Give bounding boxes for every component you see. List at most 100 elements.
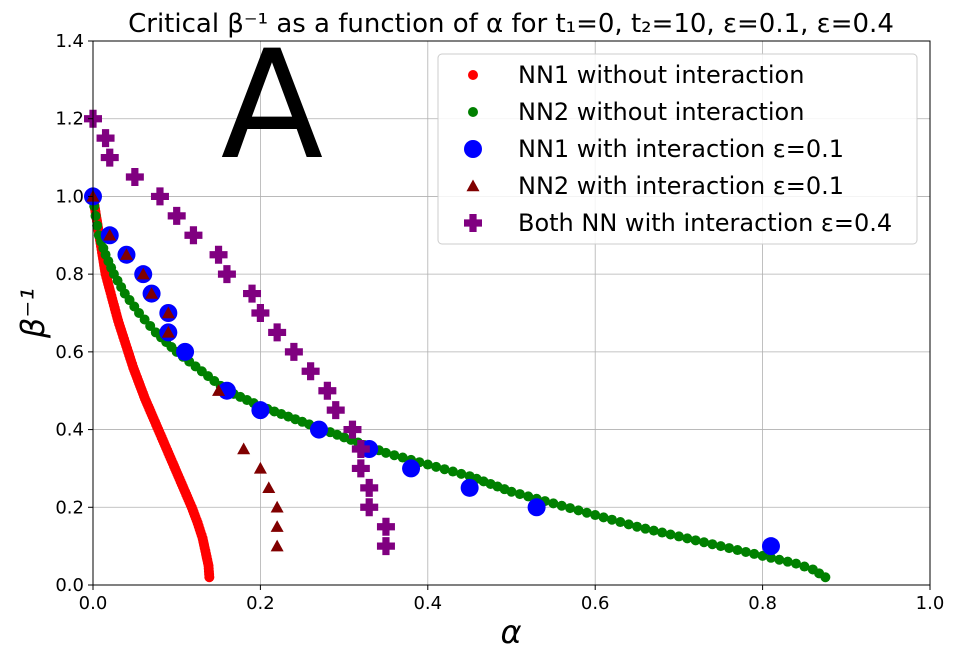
y-tick-label: 0.8 <box>55 264 84 285</box>
x-tick-label: 0.6 <box>581 593 610 614</box>
data-point <box>251 401 270 420</box>
data-point <box>376 517 395 536</box>
y-tick-label: 1.2 <box>55 109 84 130</box>
legend-marker <box>464 140 482 158</box>
data-point <box>161 325 175 338</box>
axis-ticks: 0.0 0.2 0.4 0.6 0.8 1.0 0.0 0.2 0.4 0.6 0.8 1.0 1.2 1… <box>55 31 944 614</box>
x-tick-label: 0.4 <box>413 593 442 614</box>
y-tick-label: 0.6 <box>55 342 84 363</box>
data-point <box>573 505 584 516</box>
data-point <box>673 531 684 542</box>
data-point <box>590 510 601 521</box>
legend-marker <box>464 214 482 232</box>
data-point <box>665 529 676 540</box>
series-3 <box>86 189 284 552</box>
legend-label: NN2 with interaction ε=0.1 <box>518 172 844 200</box>
data-point <box>184 226 203 245</box>
data-point <box>161 306 175 319</box>
data-point <box>326 401 345 420</box>
x-axis-label: α <box>500 613 521 651</box>
chart-title: Critical β⁻¹ as a function of α for t₁=0… <box>128 9 894 39</box>
data-point <box>318 381 337 400</box>
data-point <box>204 572 215 583</box>
legend-box <box>437 53 918 245</box>
data-point <box>460 478 479 497</box>
data-point <box>791 558 802 569</box>
data-point <box>506 486 517 497</box>
data-point <box>217 265 236 284</box>
data-point <box>774 554 785 565</box>
data-point <box>284 342 303 361</box>
data-point <box>565 503 576 514</box>
x-tick-label: 0.8 <box>748 593 777 614</box>
data-point <box>351 459 370 478</box>
data-point <box>253 461 267 474</box>
data-point <box>389 450 400 461</box>
data-point <box>820 572 831 583</box>
data-point <box>548 498 559 509</box>
data-point <box>431 461 442 472</box>
data-point <box>581 507 592 518</box>
data-point <box>682 533 693 544</box>
data-point <box>301 362 320 381</box>
data-point <box>732 545 743 556</box>
data-point <box>757 550 768 561</box>
data-series <box>84 109 831 583</box>
data-point <box>782 556 793 567</box>
data-point <box>380 447 391 458</box>
data-point <box>606 514 617 525</box>
data-point <box>270 539 284 552</box>
data-point <box>740 546 751 557</box>
data-point <box>176 342 195 361</box>
data-point <box>119 248 133 260</box>
data-point <box>422 459 433 470</box>
y-tick-label: 1.4 <box>55 31 84 52</box>
data-point <box>100 148 119 167</box>
data-point <box>268 323 287 342</box>
legend-label: Both NN with interaction ε=0.4 <box>518 209 892 237</box>
data-point <box>96 129 115 148</box>
data-point <box>715 541 726 552</box>
data-point <box>765 552 776 563</box>
legend-label: NN1 with interaction ε=0.1 <box>518 135 844 163</box>
data-point <box>439 464 450 475</box>
data-point <box>343 420 362 439</box>
data-point <box>598 512 609 523</box>
data-point <box>270 520 284 532</box>
data-point <box>90 210 101 221</box>
x-tick-label: 0.0 <box>79 593 108 614</box>
data-point <box>699 537 710 548</box>
data-point <box>139 314 150 325</box>
plot-frame <box>92 40 931 586</box>
data-point <box>615 517 626 528</box>
data-point <box>103 228 117 241</box>
data-point <box>134 308 145 318</box>
data-point <box>251 304 270 322</box>
y-axis-label: β⁻¹ <box>14 288 52 339</box>
data-point <box>167 206 186 225</box>
data-point <box>360 478 379 497</box>
data-point <box>212 384 226 396</box>
data-point <box>523 491 534 502</box>
legend-label: NN2 without interaction <box>518 98 804 126</box>
data-point <box>556 500 567 511</box>
data-point <box>648 525 659 536</box>
data-point <box>270 500 284 513</box>
legend-marker <box>468 70 478 80</box>
panel-annotation: A <box>221 19 324 193</box>
x-tick-label: 0.2 <box>246 593 275 614</box>
data-point <box>456 468 467 479</box>
data-point <box>527 498 546 517</box>
data-point <box>724 543 735 554</box>
data-point <box>707 539 718 550</box>
data-point <box>262 481 276 494</box>
data-point <box>397 452 408 463</box>
data-point <box>376 537 395 556</box>
data-point <box>799 561 810 572</box>
data-point <box>351 440 370 458</box>
data-point <box>632 521 643 532</box>
legend-marker <box>466 179 480 192</box>
series-4 <box>84 109 395 556</box>
y-tick-label: 0.4 <box>55 420 84 441</box>
